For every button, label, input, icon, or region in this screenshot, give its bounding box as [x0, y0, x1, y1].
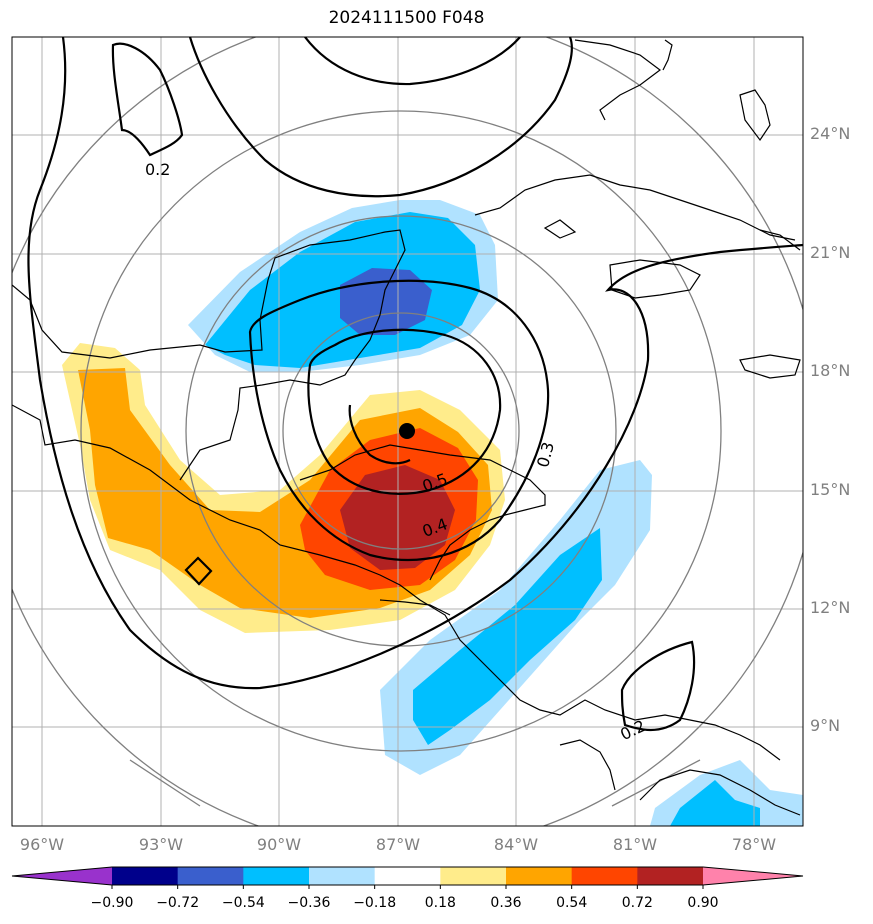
colorbar-bin [243, 867, 310, 885]
colorbar-bin [571, 867, 638, 885]
contour-label-1: 0.2 [145, 160, 170, 179]
colorbar [11, 866, 804, 889]
lon-label-81w: 81°W [612, 835, 658, 854]
contour-label-2: 0.3 [533, 440, 558, 470]
colorbar-bin [637, 867, 704, 885]
lon-label-96w: 96°W [19, 835, 65, 854]
colorbar-level-label: 0.18 [424, 895, 456, 911]
colorbar-level-label: −0.90 [90, 895, 134, 911]
colorbar-level-label: 0.72 [621, 895, 653, 911]
lon-label-90w: 90°W [256, 835, 302, 854]
lat-label-15n: 15°N [810, 480, 851, 499]
contour-label-5: 0.2 [617, 716, 648, 744]
coastlines [12, 39, 801, 816]
chart-title: 2024111500 F048 [328, 8, 485, 28]
map-frame [11, 36, 804, 827]
colorbar-level-label: −0.18 [353, 895, 397, 911]
lat-label-9n: 9°N [810, 716, 841, 735]
colorbar-extend-min [12, 867, 112, 885]
lat-label-18n: 18°N [810, 361, 851, 380]
colorbar-bin [309, 867, 376, 885]
shading-negative-north [188, 200, 498, 372]
colorbar-extend-max [703, 867, 803, 885]
lon-label-87w: 87°W [375, 835, 421, 854]
graticule [12, 37, 803, 826]
contours [27, 37, 803, 732]
colorbar-level-label: 0.36 [490, 895, 522, 911]
colorbar-bin [177, 867, 244, 885]
colorbar-bin [440, 867, 507, 885]
colorbar-level-label: −0.54 [221, 895, 265, 911]
lat-label-21n: 21°N [810, 243, 851, 262]
lon-label-84w: 84°W [493, 835, 539, 854]
lon-label-93w: 93°W [138, 835, 184, 854]
lat-label-24n: 24°N [810, 124, 851, 143]
colorbar-level-label: 0.54 [556, 895, 588, 911]
colorbar-bin [112, 867, 179, 885]
colorbar-level-label: −0.36 [287, 895, 331, 911]
colorbar-bin [506, 867, 573, 885]
colorbar-bin [374, 867, 441, 885]
lon-label-78w: 78°W [731, 835, 777, 854]
colorbar-level-label: −0.72 [156, 895, 200, 911]
range-rings [12, 37, 803, 826]
storm-center-marker [399, 423, 415, 439]
lat-label-12n: 12°N [810, 598, 851, 617]
colorbar-level-label: 0.90 [687, 895, 719, 911]
